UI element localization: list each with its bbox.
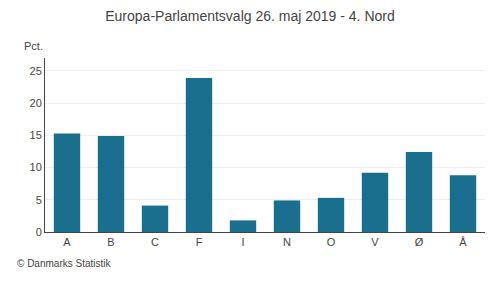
svg-text:V: V [371,236,379,248]
svg-text:© Danmarks Statistik: © Danmarks Statistik [17,258,112,269]
svg-text:B: B [107,236,114,248]
svg-text:A: A [63,236,71,248]
svg-text:Ø: Ø [415,236,424,248]
svg-text:Pct.: Pct. [24,40,43,52]
svg-text:O: O [327,236,336,248]
svg-text:Å: Å [459,236,467,248]
svg-text:C: C [151,236,159,248]
svg-text:F: F [196,236,203,248]
svg-text:25: 25 [30,65,42,77]
svg-text:15: 15 [30,129,42,141]
svg-text:0: 0 [36,226,42,238]
svg-text:N: N [283,236,291,248]
svg-text:10: 10 [30,161,42,173]
svg-text:5: 5 [36,194,42,206]
svg-text:Europa-Parlamentsvalg 26. maj: Europa-Parlamentsvalg 26. maj 2019 - 4. … [105,8,394,24]
svg-text:I: I [241,236,244,248]
svg-text:20: 20 [30,97,42,109]
